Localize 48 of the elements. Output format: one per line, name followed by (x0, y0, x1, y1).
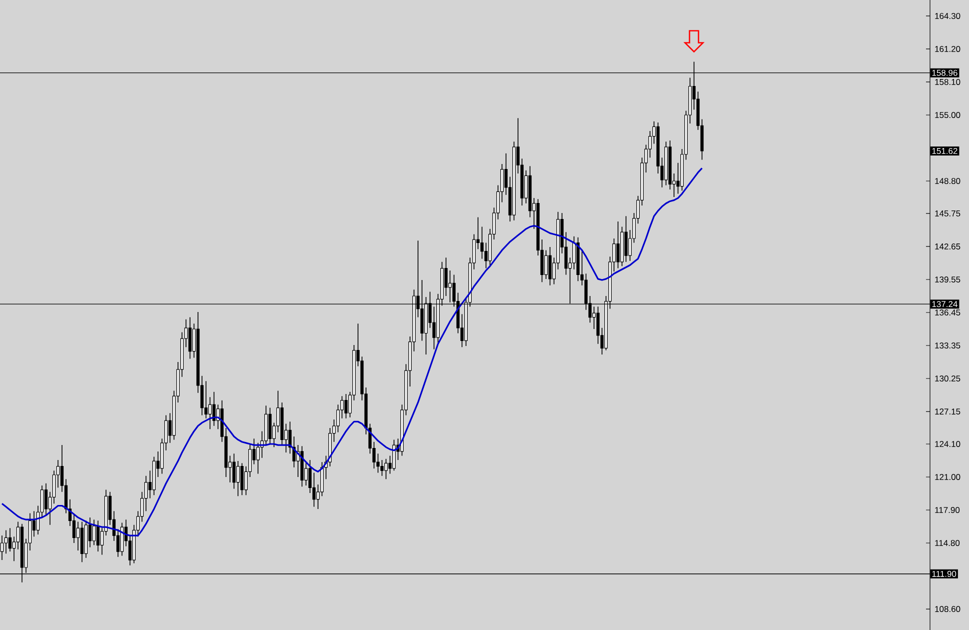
ref-line-label: 111.90 (932, 570, 956, 577)
y-tick-label: 117.90 (935, 507, 960, 514)
y-tick-label: 158.10 (935, 78, 960, 85)
candlestick (240, 462, 244, 496)
candlestick (392, 439, 396, 472)
y-tick-label: 114.80 (935, 540, 960, 546)
ref-line-label: 158.96 (932, 70, 958, 76)
candlestick (208, 396, 212, 430)
text: 151.62 (932, 148, 958, 154)
y-tick-label: 133.35 (935, 342, 960, 349)
candlestick (96, 520, 100, 552)
y-tick-label: 145.75 (935, 210, 960, 216)
ref-line-label: 137.24 (932, 301, 958, 308)
y-tick-label: 139.55 (935, 276, 960, 282)
candlestick (92, 519, 96, 546)
candlestick (188, 316, 192, 360)
candlestick (204, 380, 208, 419)
candlestick (4, 530, 8, 554)
candlestick (616, 221, 620, 269)
y-tick-label: 121.00 (935, 474, 960, 480)
candlestick (596, 306, 600, 344)
candlestick (76, 521, 80, 551)
candlestick (480, 226, 484, 260)
candlestick (312, 472, 316, 508)
y-tick-label: 124.10 (935, 440, 960, 447)
y-tick-label: 136.45 (935, 309, 960, 316)
candlestick (232, 453, 236, 490)
candlestick (344, 394, 348, 419)
candlestick (8, 528, 12, 552)
y-tick-label: 127.15 (935, 408, 960, 415)
y-tick-label: 161.20 (935, 46, 960, 52)
y-tick-label: 130.25 (935, 376, 960, 382)
candlestick (236, 460, 240, 497)
candlestick (444, 257, 448, 296)
y-tick-label: 142.65 (935, 243, 960, 250)
y-tick-label: 155.00 (935, 112, 960, 118)
candlestick (256, 442, 260, 474)
candlestick (624, 216, 628, 262)
y-tick-label: 108.60 (935, 606, 960, 612)
y-tick-label: 148.80 (935, 178, 960, 184)
y-tick-label: 164.30 (935, 12, 960, 19)
candlestick (44, 482, 48, 516)
candlestick (0, 535, 4, 560)
candlestick (380, 460, 384, 476)
candlestick (548, 246, 552, 286)
candlestick (336, 404, 340, 433)
candlestick (384, 458, 388, 480)
candlestick (544, 250, 548, 280)
